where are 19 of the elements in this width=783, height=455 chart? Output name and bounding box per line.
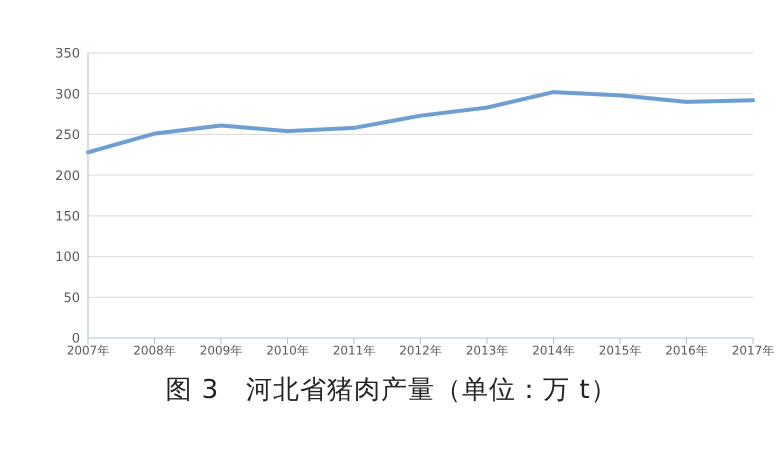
text: 图 3 河北省猪肉产量（单位：万 t） [164,374,619,407]
x-tick-label: 2012年 [399,344,442,358]
x-tick-label: 2010年 [266,344,309,358]
y-tick-label: 150 [55,209,80,224]
x-tick-label: 2008年 [133,344,176,358]
y-tick-label: 100 [55,250,80,266]
x-tick-label: 2009年 [200,344,242,358]
y-tick-label: 350 [55,46,80,62]
y-tick-label: 300 [55,87,80,102]
y-tick-label: 50 [63,290,80,306]
y-tick-label: 200 [55,168,80,184]
line-series [86,90,755,154]
x-tick-label: 2015年 [598,344,642,358]
x-tick-label: 2011年 [332,344,376,358]
x-tick-label: 2013年 [466,344,508,358]
y-tick-label: 250 [55,128,80,144]
x-tick-label: 2016年 [665,344,708,358]
x-tick-label: 2017年 [732,344,774,358]
x-tick-label: 2014年 [532,344,575,358]
